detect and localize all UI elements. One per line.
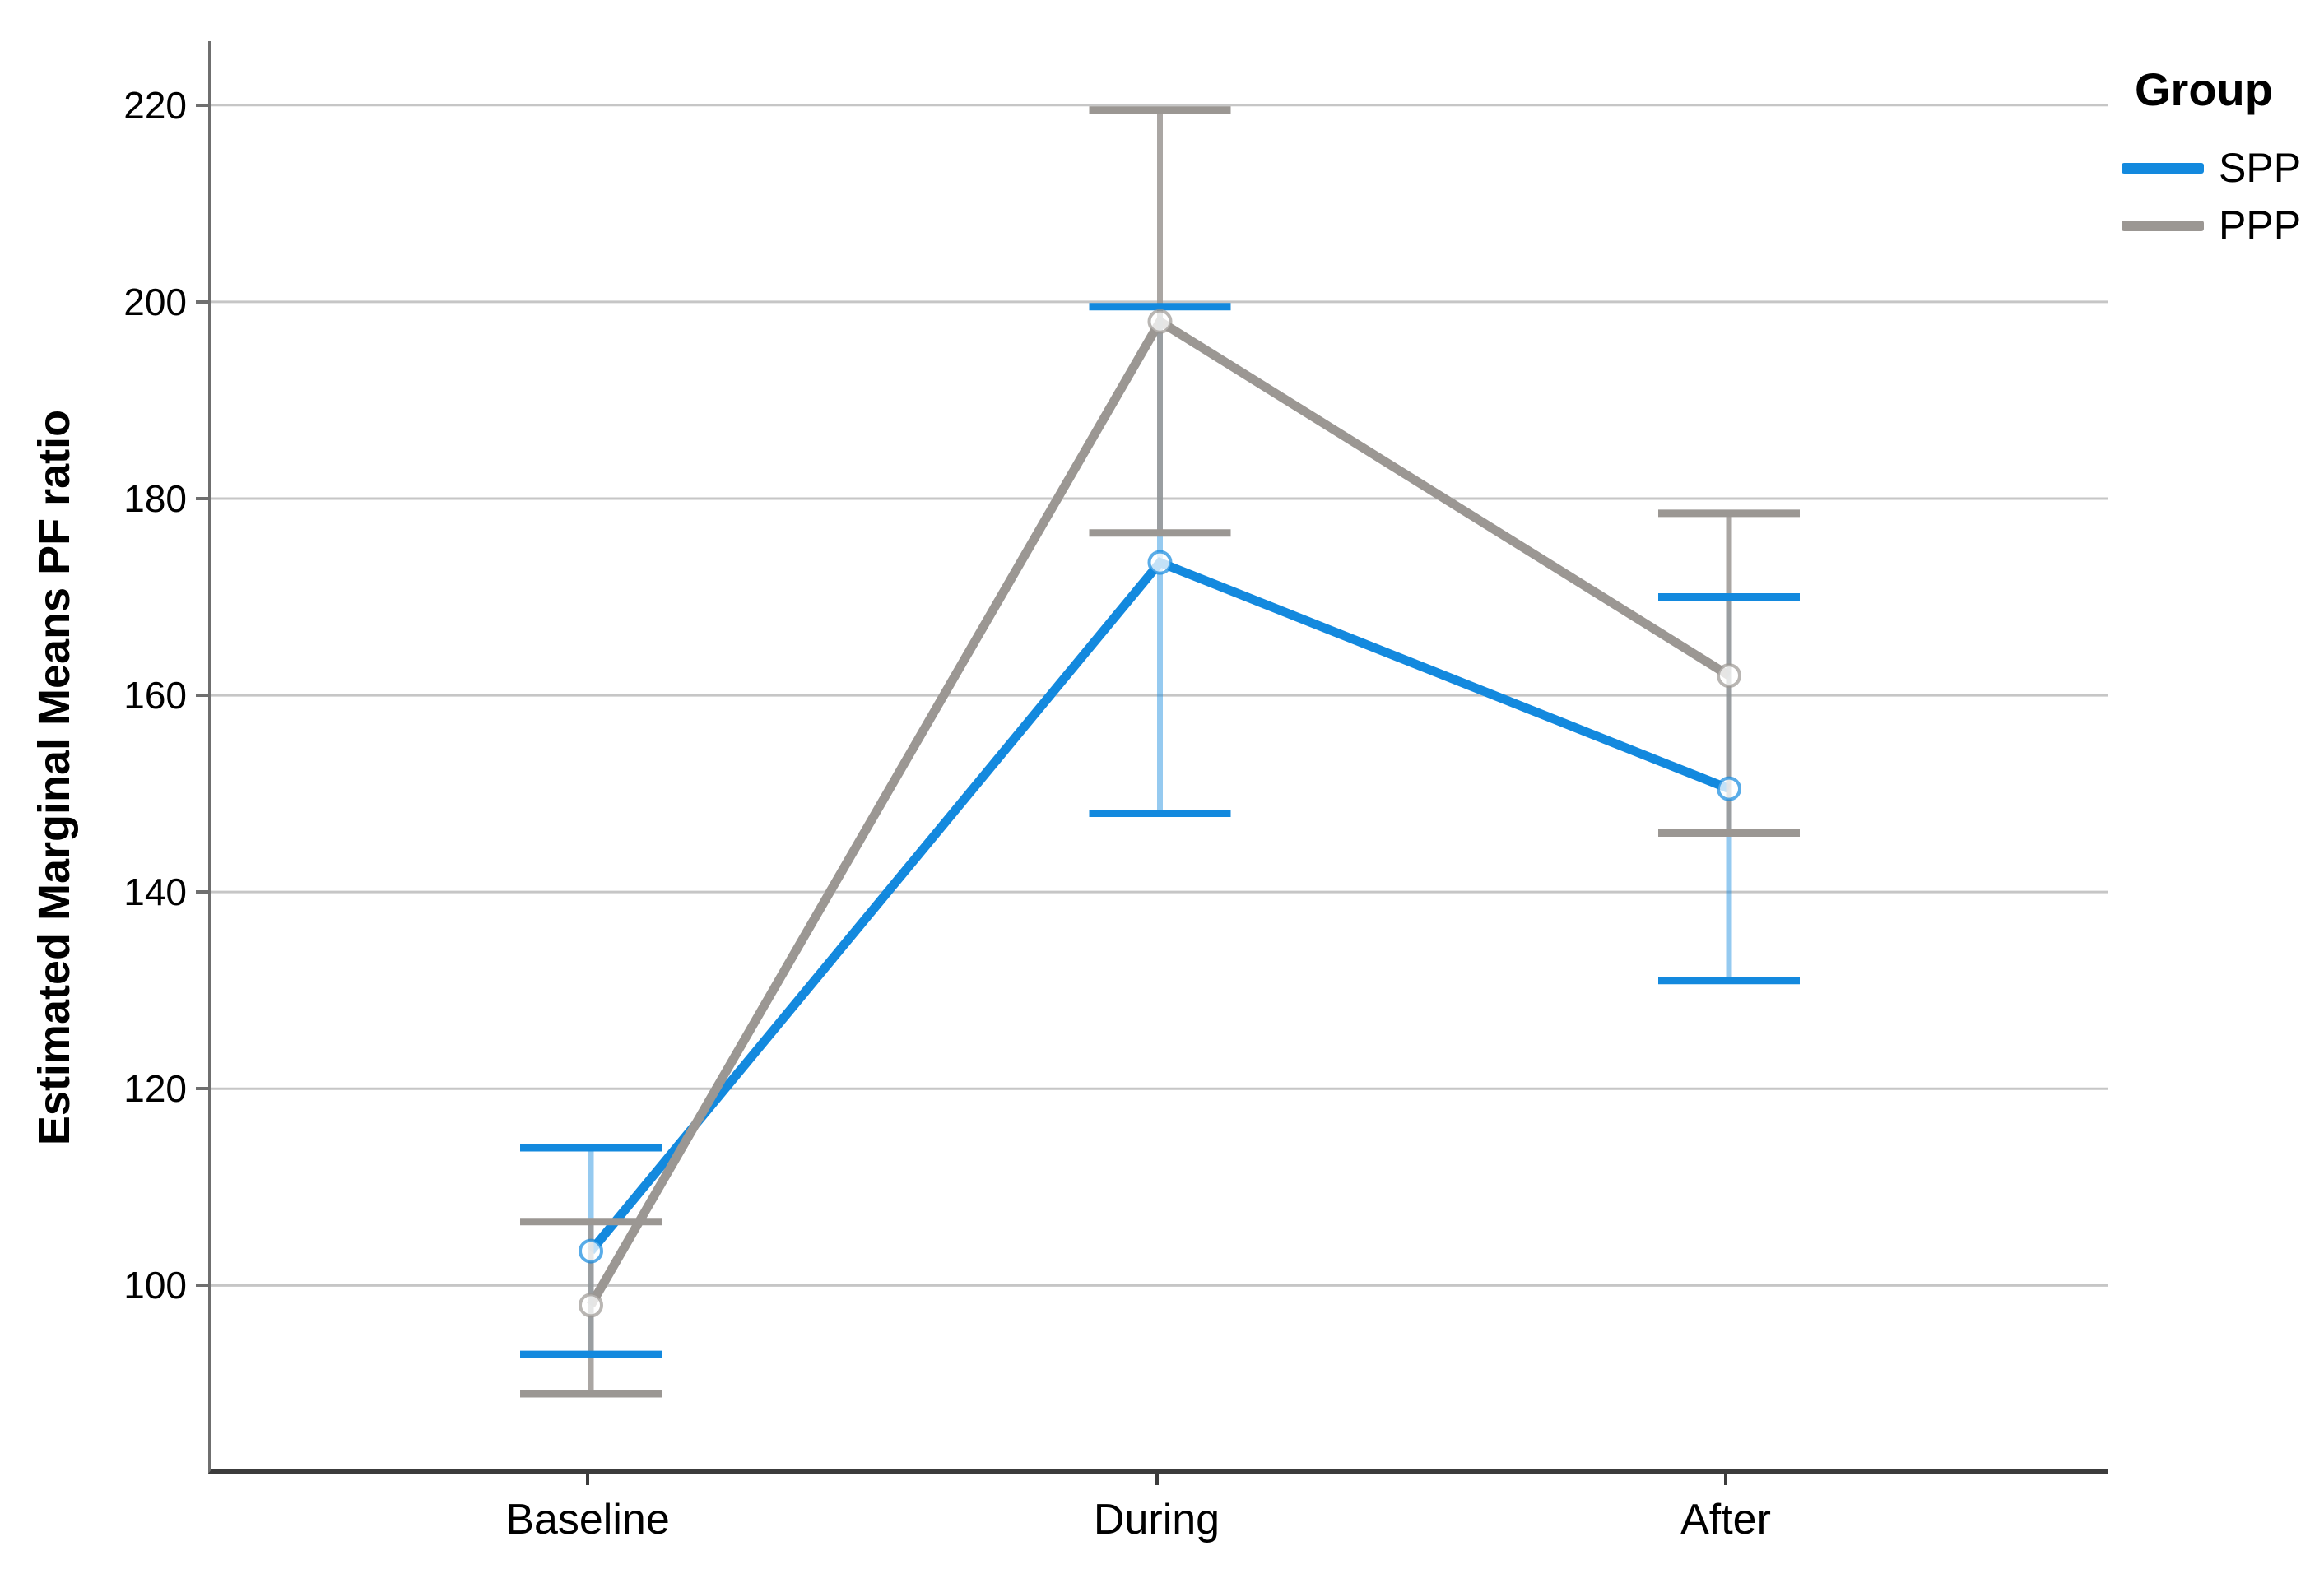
x-tick-label-during: During <box>1093 1496 1220 1544</box>
y-tick-mark <box>196 1087 208 1091</box>
mean-marker-ppp <box>1717 663 1741 689</box>
legend-swatch-ppp <box>2122 220 2204 231</box>
x-tick-mark <box>1155 1474 1159 1485</box>
plot-svg <box>211 104 2108 1398</box>
y-tick-label: 100 <box>123 1264 187 1307</box>
mean-marker-spp <box>1147 550 1173 575</box>
y-tick-label: 140 <box>123 870 187 914</box>
y-tick-mark <box>196 299 208 304</box>
y-axis-tick-labels: 100 120 140 160 180 200 220 <box>0 41 208 1469</box>
y-tick-label: 220 <box>123 83 187 127</box>
x-axis-labels: Baseline During After <box>208 1474 2105 1564</box>
y-tick-mark <box>196 496 208 500</box>
legend-swatch-spp <box>2122 162 2204 174</box>
y-tick-label: 180 <box>123 476 187 520</box>
y-tick-mark <box>196 103 208 107</box>
y-tick-label: 200 <box>123 280 187 323</box>
mean-marker-spp <box>579 1238 603 1264</box>
legend: Group SPP PPP <box>2122 63 2301 259</box>
y-tick-label: 120 <box>123 1067 187 1111</box>
legend-item-ppp: PPP <box>2122 202 2301 249</box>
y-tick-mark <box>196 694 208 698</box>
y-tick-label: 160 <box>123 674 187 717</box>
x-tick-label-baseline: Baseline <box>505 1496 670 1544</box>
x-tick-mark <box>1724 1474 1727 1485</box>
y-tick-mark <box>196 890 208 894</box>
x-tick-label-after: After <box>1680 1496 1771 1544</box>
legend-item-spp: SPP <box>2122 144 2301 192</box>
legend-title: Group <box>2135 63 2273 115</box>
legend-label-ppp: PPP <box>2219 202 2302 248</box>
y-tick-mark <box>196 1284 208 1288</box>
mean-marker-spp <box>1717 776 1741 801</box>
mean-marker-ppp <box>579 1293 603 1318</box>
legend-label-spp: SPP <box>2219 145 2302 191</box>
x-tick-mark <box>586 1474 589 1485</box>
plot-area <box>208 41 2108 1474</box>
mean-marker-ppp <box>1147 309 1173 334</box>
